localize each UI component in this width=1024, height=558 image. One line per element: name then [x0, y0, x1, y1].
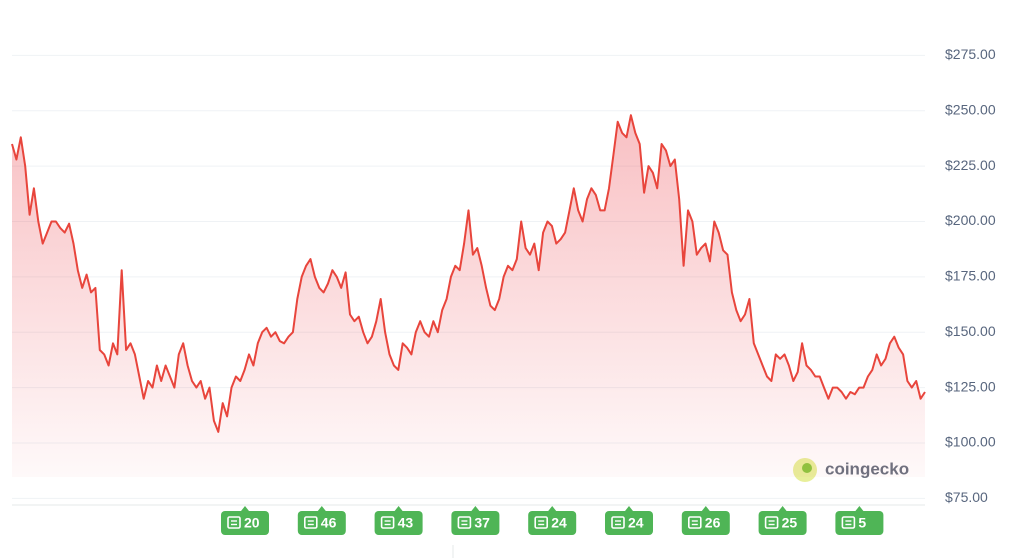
news-badge[interactable]: 46 [297, 506, 346, 535]
y-tick-label: $200.00 [945, 212, 996, 228]
price-line [11, 114, 926, 433]
news-badge[interactable]: 5 [835, 506, 884, 535]
badge-pointer [625, 506, 633, 511]
news-icon [611, 516, 625, 529]
y-tick-label: $125.00 [945, 378, 996, 394]
news-count: 25 [782, 515, 798, 531]
news-count: 24 [551, 515, 567, 531]
news-icon [534, 516, 549, 529]
news-count: 24 [628, 515, 644, 531]
y-tick-label: $150.00 [945, 323, 996, 339]
badge-pointer [701, 506, 710, 511]
badge-pointer [548, 506, 557, 511]
news-count: 37 [474, 515, 490, 531]
y-tick-label: $175.00 [945, 268, 996, 284]
news-badge[interactable]: 43 [374, 506, 423, 535]
y-tick-label: $225.00 [945, 157, 996, 173]
news-icon [764, 516, 779, 529]
badge-pointer [778, 506, 787, 511]
y-tick-label: $250.00 [945, 101, 996, 117]
badge-pointer [241, 506, 249, 511]
news-count: 5 [858, 515, 866, 531]
y-tick-label: $275.00 [945, 46, 996, 62]
y-tick-label: $100.00 [945, 434, 996, 450]
badge-pointer [317, 506, 326, 511]
news-count: 43 [398, 515, 414, 531]
news-badge[interactable]: 24 [528, 506, 577, 535]
news-icon [457, 516, 472, 529]
news-badge[interactable]: 20 [221, 506, 269, 535]
news-count: 26 [705, 515, 721, 531]
news-badge[interactable]: 25 [758, 506, 807, 535]
badge-pointer [855, 506, 864, 511]
badge-pointer [471, 506, 480, 511]
news-badge[interactable]: 37 [451, 506, 500, 535]
news-badge[interactable]: 26 [681, 506, 730, 535]
price-area [12, 115, 925, 477]
news-icon [303, 516, 318, 529]
news-icon [687, 516, 702, 529]
news-icon [380, 516, 395, 529]
y-tick-label: $75.00 [945, 489, 988, 505]
news-count: 46 [321, 515, 337, 531]
badge-pointer [394, 506, 403, 511]
news-icon [841, 516, 856, 529]
news-badge[interactable]: 24 [605, 506, 653, 535]
news-count: 20 [244, 515, 260, 531]
news-icon [227, 516, 241, 529]
